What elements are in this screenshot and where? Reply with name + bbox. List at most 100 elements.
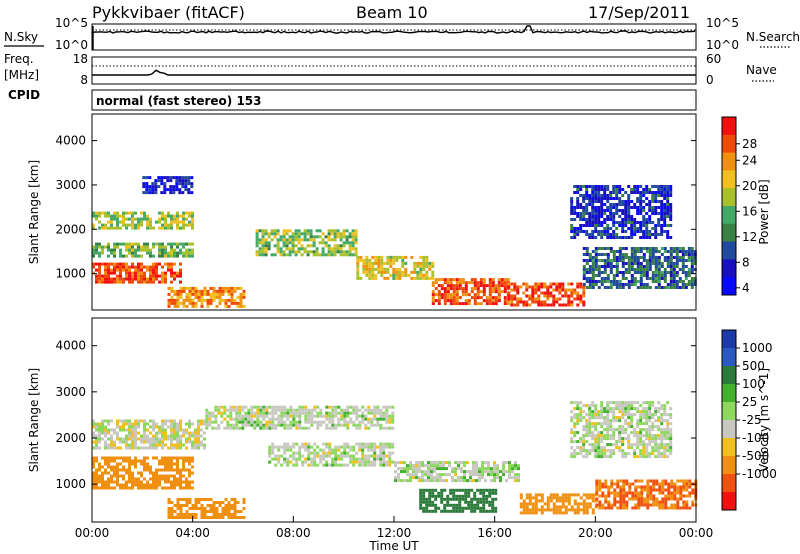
echo-cell — [470, 278, 474, 282]
echo-cell — [385, 426, 389, 430]
echo-cell — [434, 299, 438, 303]
echo-cell — [628, 488, 632, 492]
echo-cell — [642, 209, 646, 212]
echo-cell — [232, 405, 236, 409]
echo-cell — [309, 250, 313, 254]
echo-cell — [319, 448, 323, 452]
echo-cell — [155, 440, 158, 444]
echo-cell — [173, 301, 177, 305]
echo-cell — [573, 407, 577, 411]
echo-cell — [110, 428, 113, 432]
echo-cell — [288, 241, 292, 245]
echo-cell — [233, 498, 237, 501]
echo-cell — [319, 460, 323, 464]
echo-cell — [594, 446, 598, 450]
echo-cell — [134, 217, 137, 221]
echo-cell — [445, 479, 448, 483]
echo-cell — [110, 468, 113, 472]
echo-cell — [206, 304, 210, 308]
echo-cell — [131, 434, 134, 438]
echo-cell — [143, 277, 146, 281]
echo-cell — [98, 477, 101, 481]
echo-cell — [185, 431, 188, 435]
echo-cell — [175, 185, 179, 189]
echo-cell — [672, 250, 676, 253]
echo-cell — [595, 479, 599, 483]
echo-cell — [194, 501, 198, 504]
echo-cell — [570, 437, 574, 441]
echo-cell — [658, 488, 662, 492]
echo-cell — [552, 493, 556, 497]
echo-cell — [439, 467, 442, 471]
echo-cell — [591, 268, 595, 271]
echo-cell — [591, 283, 595, 286]
echo-cell — [525, 294, 529, 298]
echo-cell — [615, 227, 619, 230]
echo-cell — [128, 477, 131, 481]
echo-cell — [549, 291, 553, 295]
echo-cell — [615, 265, 619, 268]
echo-cell — [436, 473, 439, 477]
echo-cell — [567, 294, 571, 298]
echo-cell — [176, 425, 179, 429]
echo-cell — [152, 474, 155, 478]
echo-cell — [181, 185, 185, 189]
echo-cell — [226, 420, 230, 424]
echo-cell — [397, 473, 400, 477]
echo-cell — [395, 258, 399, 262]
echo-cell — [606, 449, 610, 453]
echo-cell — [621, 265, 625, 268]
echo-cell — [618, 250, 622, 253]
echo-cell — [666, 437, 670, 441]
echo-cell — [627, 236, 631, 239]
echo-cell — [131, 211, 134, 215]
echo-cell — [167, 425, 170, 429]
echo-cell — [182, 304, 186, 308]
echo-cell — [452, 284, 456, 288]
echo-cell — [440, 497, 444, 501]
echo-cell — [388, 454, 392, 458]
echo-cell — [570, 416, 574, 420]
echo-cell — [179, 226, 182, 230]
echo-cell — [637, 497, 641, 501]
echo-cell — [336, 235, 340, 239]
echo-cell — [670, 479, 674, 483]
echo-cell — [615, 440, 619, 444]
echo-cell — [151, 182, 155, 186]
echo-cell — [666, 215, 670, 218]
echo-cell — [377, 258, 381, 262]
echo-cell — [663, 443, 667, 447]
echo-cell — [461, 278, 465, 282]
echo-cell — [622, 485, 626, 489]
echo-cell — [622, 491, 626, 495]
echo-cell — [301, 463, 305, 467]
echo-cell — [261, 232, 265, 236]
echo-cell — [280, 411, 284, 415]
echo-cell — [506, 287, 510, 291]
echo-cell — [385, 408, 389, 412]
noise-panel-frame — [91, 23, 697, 51]
echo-cell — [597, 422, 601, 426]
echo-cell — [182, 480, 185, 484]
echo-cell — [301, 408, 305, 412]
echo-cell — [185, 211, 188, 215]
echo-cell — [642, 268, 646, 271]
echo-cell — [603, 410, 607, 414]
echo-cell — [582, 294, 586, 298]
echo-cell — [660, 253, 664, 256]
echo-cell — [382, 426, 386, 430]
echo-cell — [131, 443, 134, 447]
echo-cell — [537, 294, 541, 298]
echo-cell — [606, 434, 610, 438]
echo-cell — [334, 411, 338, 415]
echo-cell — [208, 420, 212, 424]
echo-cell — [255, 241, 259, 245]
echo-cell — [681, 247, 685, 250]
echo-cell — [610, 503, 614, 507]
echo-cell — [92, 422, 95, 426]
echo-cell — [137, 245, 140, 249]
echo-cell — [579, 449, 583, 453]
echo-cell — [316, 420, 320, 424]
echo-cell — [627, 215, 631, 218]
echo-cell — [92, 271, 95, 275]
